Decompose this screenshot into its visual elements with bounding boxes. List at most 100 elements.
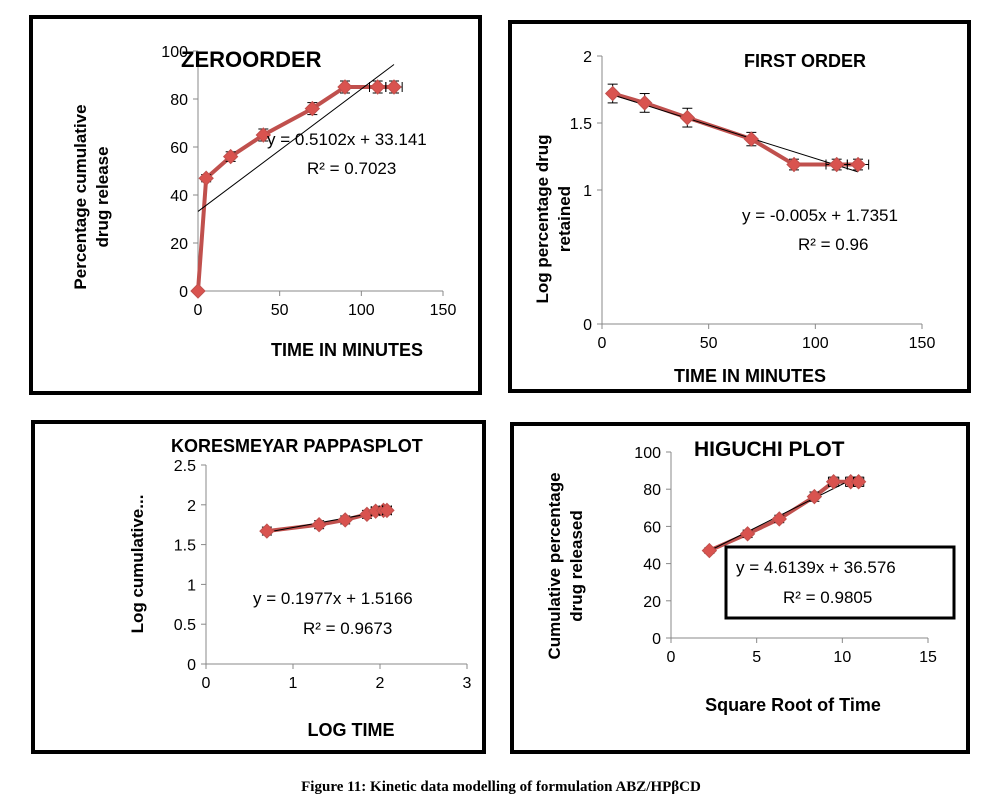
data-point xyxy=(311,516,327,533)
y-tick-label: 0.5 xyxy=(174,617,196,634)
data-point xyxy=(337,512,353,528)
trend-equation: y = 0.1977x + 1.5166 xyxy=(253,589,413,608)
x-tick-label: 150 xyxy=(430,302,457,319)
x-axis-label: Square Root of Time xyxy=(705,695,881,715)
x-tick-label: 0 xyxy=(598,335,607,352)
x-tick-label: 50 xyxy=(271,302,289,319)
x-tick-label: 15 xyxy=(919,649,937,666)
y-tick-label: 100 xyxy=(161,44,188,61)
data-point xyxy=(636,95,653,111)
y-tick-label: 0 xyxy=(652,631,661,648)
x-tick-label: 0 xyxy=(194,302,203,319)
y-tick-label: 40 xyxy=(643,557,661,574)
first-order-panel: 0 1 1.5 2 0 50 100 150 FIRST ORDER y = -0.005x + … xyxy=(508,20,971,393)
korsmeyer-peppas-panel: 0 0.5 1 1.5 2 2.5 0 1 2 3 KORESMEYAR PAPPASPLOT y =… xyxy=(31,420,486,754)
y-axis-label-line: Cumulative percentage xyxy=(545,472,564,659)
data-point xyxy=(304,100,321,117)
figure-caption: Figure 11: Kinetic data modelling of for… xyxy=(301,779,701,795)
x-tick-label: 0 xyxy=(667,649,676,666)
trend-equation: y = -0.005x + 1.7351 xyxy=(742,206,898,225)
chart-title: HIGUCHI PLOT xyxy=(694,438,845,461)
x-axis-label: TIME IN MINUTES xyxy=(271,340,423,360)
first-order-chart: 0 1 1.5 2 0 50 100 150 FIRST ORDER y = -0.005x + … xyxy=(533,49,936,386)
y-axis-label-line: retained xyxy=(555,186,574,252)
higuchi-chart: 0 20 40 60 80 100 0 5 10 15 HIGUCHI PLOT y = 4.6139… xyxy=(545,438,956,715)
x-tick-label: 10 xyxy=(833,649,851,666)
trend-equation: y = 0.5102x + 33.141 xyxy=(267,130,427,149)
trend-equation: y = 4.6139x + 36.576 xyxy=(736,558,896,577)
korsmeyer-peppas-chart: 0 0.5 1 1.5 2 2.5 0 1 2 3 KORESMEYAR PAPPASPLOT y =… xyxy=(128,436,472,740)
chart-title: KORESMEYAR PAPPASPLOT xyxy=(171,436,423,456)
r-squared: R² = 0.9673 xyxy=(303,619,392,638)
y-tick-label: 80 xyxy=(643,482,661,499)
x-tick-label: 5 xyxy=(752,649,761,666)
x-axis-label: LOG TIME xyxy=(308,720,395,740)
x-tick-label: 3 xyxy=(463,675,472,692)
y-tick-label: 0 xyxy=(179,284,188,301)
data-point xyxy=(739,526,756,542)
data-point xyxy=(679,109,696,126)
y-tick-label: 1 xyxy=(187,577,196,594)
y-axis-label-line: Log percentage drug xyxy=(533,134,552,303)
y-tick-label: 40 xyxy=(170,188,188,205)
x-tick-label: 100 xyxy=(802,335,829,352)
y-tick-label: 1.5 xyxy=(570,116,592,133)
data-point xyxy=(806,488,823,505)
y-axis-label: Percentage cumulative drug release xyxy=(71,104,112,289)
y-tick-label: 1 xyxy=(583,183,592,200)
r-squared: R² = 0.7023 xyxy=(307,159,396,178)
zero-order-chart: 0 20 40 60 80 100 0 50 100 150 ZEROORDER y = 0.5102… xyxy=(71,44,457,360)
data-point xyxy=(259,523,275,539)
x-tick-label: 150 xyxy=(909,335,936,352)
y-axis-label-line: drug released xyxy=(567,510,586,622)
data-point xyxy=(701,542,718,559)
y-axis-label: Cumulative percentage drug released xyxy=(545,472,586,659)
y-tick-label: 2 xyxy=(583,49,592,66)
data-point xyxy=(379,502,395,519)
data-point xyxy=(190,283,206,299)
trendline xyxy=(197,64,395,212)
x-tick-label: 100 xyxy=(348,302,375,319)
data-point xyxy=(386,79,402,95)
data-point xyxy=(771,511,787,527)
y-tick-label: 20 xyxy=(170,236,188,253)
y-tick-label: 20 xyxy=(643,594,661,611)
y-axis-label: Log percentage drug retained xyxy=(533,134,574,303)
zero-order-panel: 0 20 40 60 80 100 0 50 100 150 ZEROORDER y = 0.5102… xyxy=(29,15,482,395)
r-squared: R² = 0.96 xyxy=(798,235,868,254)
y-axis-label-line: Percentage cumulative xyxy=(71,104,90,289)
chart-title: ZEROORDER xyxy=(181,47,322,72)
x-axis-label: TIME IN MINUTES xyxy=(674,366,826,386)
data-point xyxy=(786,156,802,173)
y-tick-label: 2 xyxy=(187,498,196,515)
data-point xyxy=(337,79,353,95)
data-point xyxy=(828,156,845,173)
y-tick-label: 100 xyxy=(634,445,661,462)
data-point xyxy=(850,156,866,173)
y-axis-label: Log cumulative... xyxy=(128,495,147,634)
y-axis-label-line: drug release xyxy=(93,146,112,247)
data-point xyxy=(255,127,272,143)
data-point xyxy=(198,170,214,186)
y-tick-label: 60 xyxy=(170,140,188,157)
y-tick-label: 0 xyxy=(187,657,196,674)
x-tick-label: 50 xyxy=(700,335,718,352)
equation-box xyxy=(724,545,956,620)
x-tick-label: 2 xyxy=(376,675,385,692)
trendline xyxy=(709,475,859,552)
data-point xyxy=(369,79,386,95)
data-point xyxy=(222,148,239,165)
data-point xyxy=(850,474,867,490)
y-tick-label: 2.5 xyxy=(174,458,196,475)
y-tick-label: 80 xyxy=(170,92,188,109)
r-squared: R² = 0.9805 xyxy=(783,588,872,607)
x-tick-label: 0 xyxy=(202,675,211,692)
data-point xyxy=(825,474,842,490)
chart-title: FIRST ORDER xyxy=(744,51,866,71)
y-tick-label: 60 xyxy=(643,519,661,536)
y-axis-label-line: Log cumulative... xyxy=(128,495,147,634)
higuchi-panel: 0 20 40 60 80 100 0 5 10 15 HIGUCHI PLOT y = 4.6139… xyxy=(510,422,970,754)
y-tick-label: 1.5 xyxy=(174,538,196,555)
y-tick-label: 0 xyxy=(583,317,592,334)
data-point xyxy=(743,131,760,147)
